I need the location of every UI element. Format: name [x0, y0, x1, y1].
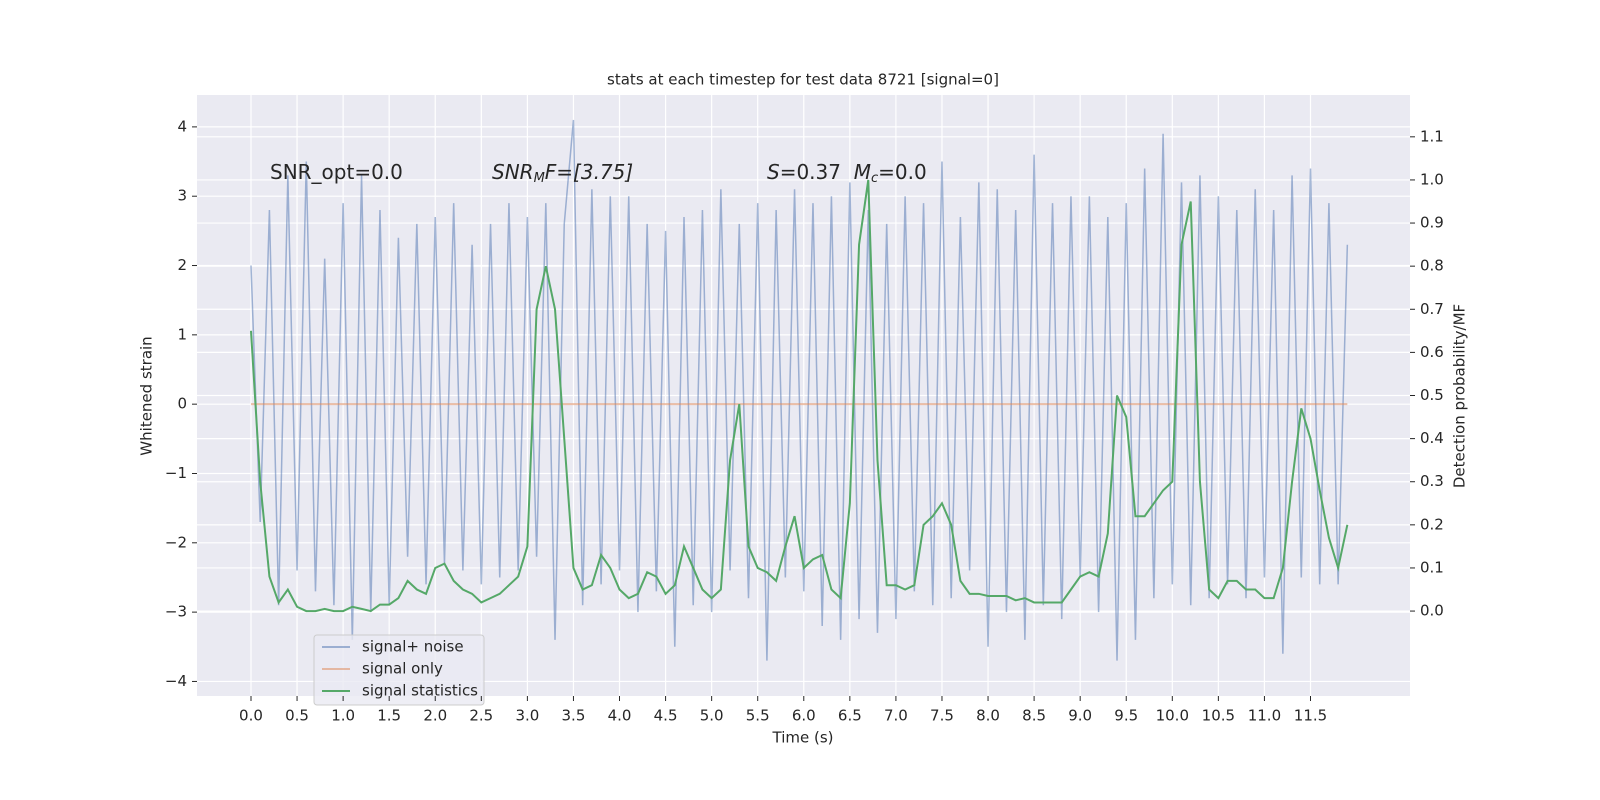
y-tick-label: −4: [165, 672, 187, 690]
y-tick-label: 4: [177, 117, 187, 135]
x-tick-label: 7.0: [884, 707, 908, 725]
legend-label: signal only: [362, 660, 443, 678]
y-tick-label: −1: [165, 464, 187, 482]
x-tick-label: 1.5: [377, 707, 401, 725]
x-tick-label: 5.5: [746, 707, 770, 725]
x-tick-label: 11.0: [1248, 707, 1281, 725]
y-axis-label: Whitened strain: [138, 336, 156, 455]
x-tick-label: 3.5: [562, 707, 586, 725]
y-tick-label: 2: [177, 256, 187, 274]
x-tick-label: 9.5: [1114, 707, 1138, 725]
y-tick-label: −2: [165, 533, 187, 551]
y2-tick-label: 0.1: [1420, 558, 1444, 576]
lines: [249, 119, 1349, 661]
chart-title: stats at each timestep for test data 872…: [607, 71, 999, 89]
annotation-part: =0.37: [780, 160, 854, 184]
series-line: [250, 119, 1349, 661]
y2-tick-label: 0.2: [1420, 515, 1444, 533]
y-tick-label: 3: [177, 187, 187, 205]
y2-axis-label: Detection probability/MF: [1451, 304, 1469, 488]
annotation-part: SNR_opt=0.0: [270, 160, 403, 184]
annotation-part: F=[3.75]: [545, 160, 633, 184]
y2-tick-label: 0.5: [1420, 386, 1444, 404]
x-tick-label: 7.5: [930, 707, 954, 725]
annotation: S=0.37 Mc=0.0: [767, 160, 927, 186]
annotation: SNRMF=[3.75]: [492, 160, 633, 186]
y-tick-label: 1: [177, 325, 187, 343]
y2-tick-label: 0.6: [1420, 343, 1444, 361]
annotation: SNR_opt=0.0: [270, 160, 403, 184]
y2-tick-label: 1.0: [1420, 170, 1444, 188]
series-line: [249, 179, 1349, 613]
x-tick-label: 0.0: [239, 707, 263, 725]
annotation-part: M: [854, 160, 871, 184]
x-tick-label: 10.5: [1202, 707, 1235, 725]
annotation-part: SNR: [492, 160, 534, 184]
x-tick-label: 4.5: [654, 707, 678, 725]
legend-label: signal+ noise: [362, 638, 464, 656]
y2-tick-label: 0.9: [1420, 214, 1444, 232]
annotation-part: S: [767, 160, 780, 184]
legend-label: signal statistics: [362, 682, 478, 700]
x-tick-label: 9.0: [1068, 707, 1092, 725]
y2-tick-label: 1.1: [1420, 127, 1444, 145]
x-tick-label: 1.0: [331, 707, 355, 725]
x-tick-label: 10.0: [1156, 707, 1189, 725]
x-tick-label: 2.0: [423, 707, 447, 725]
y2-tick-label: 0.8: [1420, 257, 1444, 275]
legend: signal+ noise signal only signal statistic…: [313, 634, 485, 706]
x-tick-label: 4.0: [608, 707, 632, 725]
x-tick-label: 3.0: [515, 707, 539, 725]
y-tick-label: −3: [165, 603, 187, 621]
legend-box: [313, 634, 485, 706]
x-axis-label: Time (s): [772, 729, 834, 747]
x-tick-label: 8.0: [976, 707, 1000, 725]
x-tick-label: 6.0: [792, 707, 816, 725]
y2-tick-label: 0.7: [1420, 300, 1444, 318]
annotation-part: c: [871, 171, 878, 186]
x-tick-label: 11.5: [1294, 707, 1327, 725]
x-tick-label: 2.5: [469, 707, 493, 725]
y-tick-label: 0: [177, 395, 187, 413]
y2-tick-label: 0.0: [1420, 602, 1444, 620]
y2-tick-label: 0.4: [1420, 429, 1444, 447]
x-tick-label: 5.0: [700, 707, 724, 725]
x-tick-label: 6.5: [838, 707, 862, 725]
x-tick-label: 0.5: [285, 707, 309, 725]
annotation-part: =0.0: [878, 160, 927, 184]
y2-tick-label: 0.3: [1420, 472, 1444, 490]
x-tick-label: 8.5: [1022, 707, 1046, 725]
annotation-part: M: [534, 171, 545, 186]
